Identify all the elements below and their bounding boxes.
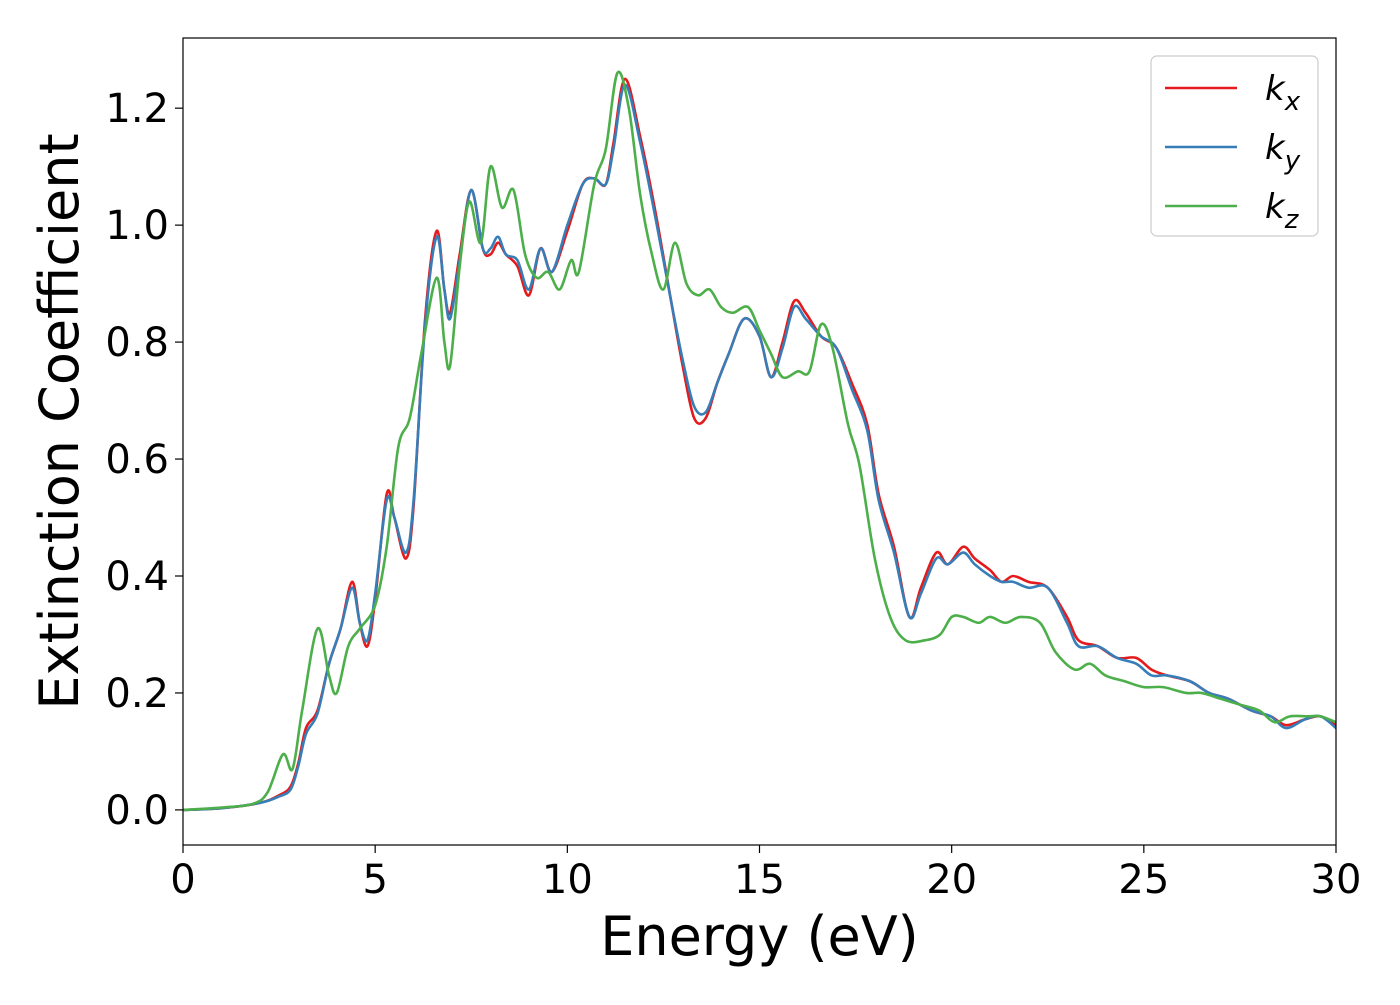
x-tick-label: 20 — [926, 857, 977, 903]
y-tick-label: 0.0 — [105, 788, 169, 834]
x-tick-label: 10 — [542, 857, 593, 903]
y-tick-label: 1.0 — [105, 203, 169, 249]
x-tick-label: 25 — [1118, 857, 1169, 903]
series-line-kz — [183, 70, 1336, 812]
y-tick-label: 0.6 — [105, 437, 169, 483]
y-tick-label: 1.2 — [105, 86, 169, 132]
legend-label-kx: kx — [1265, 69, 1301, 117]
legend: kx ky kz — [1150, 55, 1319, 237]
x-tick-label: 15 — [734, 857, 785, 903]
series-layer — [183, 70, 1336, 812]
x-axis: 0 5 10 15 20 25 30 — [170, 845, 1361, 903]
y-tick-label: 0.2 — [105, 671, 169, 717]
series-line-ky — [183, 83, 1336, 812]
x-tick-label: 30 — [1311, 857, 1362, 903]
x-axis-title: Energy (eV) — [600, 905, 919, 968]
legend-label-ky: ky — [1265, 128, 1301, 176]
x-tick-label: 5 — [362, 857, 387, 903]
y-axis: 0.0 0.2 0.4 0.6 0.8 1.0 1.2 — [105, 86, 183, 834]
y-tick-label: 0.4 — [105, 554, 169, 600]
legend-label-kz: kz — [1265, 187, 1300, 235]
y-axis-title: Extinction Coefficient — [28, 133, 91, 709]
y-tick-label: 0.8 — [105, 320, 169, 366]
x-tick-label: 0 — [170, 857, 195, 903]
